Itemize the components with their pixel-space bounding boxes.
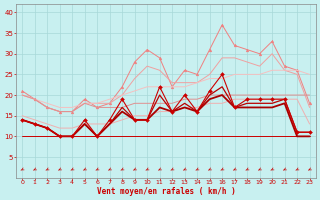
X-axis label: Vent moyen/en rafales ( km/h ): Vent moyen/en rafales ( km/h ): [97, 187, 235, 196]
